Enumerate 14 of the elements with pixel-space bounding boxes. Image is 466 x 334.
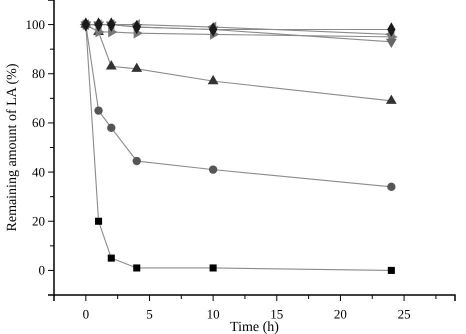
y-tick-label: 40 [32,164,45,180]
x-tick-label: 5 [146,306,153,322]
x-axis-title: Time (h) [230,320,280,334]
x-tick-label: 10 [206,306,220,322]
y-tick-label: 100 [26,16,45,32]
x-tick-label: 0 [82,306,90,322]
y-tick-label: 80 [32,66,45,81]
x-tick-label: 20 [334,306,347,322]
y-tick-label: 60 [32,115,45,130]
y-tick-label: 0 [38,262,45,278]
x-tick-label: 25 [398,306,411,322]
y-tick-label: 20 [32,213,45,228]
x-tick-label: 15 [270,306,284,322]
y-axis-title: Remaining amount of LA (%) [5,63,20,232]
